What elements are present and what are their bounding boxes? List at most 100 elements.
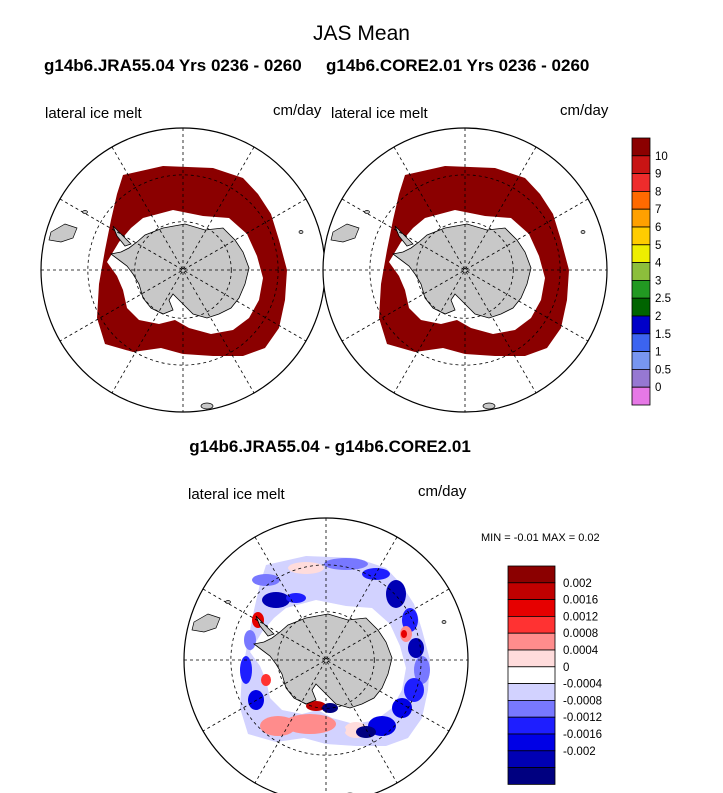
meridian-line xyxy=(111,146,255,394)
diff-patch xyxy=(244,630,256,650)
diff-patch xyxy=(286,593,306,603)
colorbar-label: -0.0012 xyxy=(563,712,602,724)
meridian-line xyxy=(393,146,537,394)
colorbar-label: 5 xyxy=(655,240,661,252)
colorbar-swatch xyxy=(631,208,651,228)
colorbar-swatch xyxy=(507,599,556,617)
island xyxy=(298,230,304,234)
diff-patch xyxy=(240,656,252,684)
latitude-circle xyxy=(230,564,422,756)
latitude-circle xyxy=(416,221,514,319)
diff-patch xyxy=(408,638,424,658)
difference-map-border xyxy=(183,517,469,793)
colorbar-swatch xyxy=(631,368,651,388)
colorbar-label: 10 xyxy=(655,151,668,163)
diff-patch xyxy=(322,703,338,713)
colorbar-label: 8 xyxy=(655,186,661,198)
diff-patch xyxy=(401,630,407,638)
colorbar-label: 0 xyxy=(655,382,661,394)
colorbar-swatch xyxy=(507,750,556,768)
island xyxy=(482,402,496,410)
difference-title: g14b6.JRA55.04 - g14b6.CORE2.01 xyxy=(189,437,471,456)
colorbar-swatch xyxy=(507,616,556,634)
diff-patch xyxy=(414,656,430,684)
colorbar-label: 0.5 xyxy=(655,364,671,376)
colorbar-label: 4 xyxy=(655,258,662,270)
island xyxy=(580,230,586,234)
south-america-tip xyxy=(48,223,78,243)
colorbar-swatch xyxy=(507,582,556,600)
colorbar-label: 1.5 xyxy=(655,329,671,341)
colorbar-label: 7 xyxy=(655,204,661,216)
sea-ice-melt-field xyxy=(379,166,569,356)
meridian-line xyxy=(254,536,398,784)
diff-patch xyxy=(324,558,368,570)
latitude-circle xyxy=(277,611,375,709)
island xyxy=(200,402,214,410)
colorbar-label: 1 xyxy=(655,347,661,359)
colorbar-swatch xyxy=(631,333,651,352)
meridian-line xyxy=(393,146,537,394)
colorbar-swatch xyxy=(631,386,651,406)
colorbar-swatch xyxy=(631,262,651,281)
colorbar-label: 3 xyxy=(655,275,661,287)
antarctica xyxy=(253,613,393,709)
difference-colorbar: 0.002 0.0016 0.0012 0.0008 0.0004 0 -0.0004 -0.… xyxy=(507,565,603,785)
diff-patch xyxy=(386,580,406,608)
difference-map xyxy=(184,518,468,793)
antarctica xyxy=(392,223,532,319)
antarctic-peninsula xyxy=(112,225,132,247)
min-max-label: MIN = -0.01 MAX = 0.02 xyxy=(481,532,600,544)
colorbar-swatch xyxy=(631,244,651,264)
diff-patch xyxy=(288,562,324,574)
latitude-circle xyxy=(369,174,561,366)
right-variable-label: lateral ice melt xyxy=(331,105,428,122)
right-map xyxy=(323,128,607,412)
left-units-label: cm/day xyxy=(273,102,322,119)
colorbar-swatch xyxy=(507,565,556,584)
diff-patch xyxy=(356,726,376,738)
meridian-line xyxy=(341,198,589,342)
meridian-line xyxy=(254,536,398,784)
colorbar-label: 0.0008 xyxy=(563,628,598,640)
meridian-line xyxy=(111,146,255,394)
meridian-line xyxy=(59,198,307,342)
colorbar-label: 0.0004 xyxy=(563,645,599,657)
antarctica xyxy=(110,223,250,319)
colorbar-label: -0.0008 xyxy=(563,695,602,707)
colorbar-swatch xyxy=(507,683,556,701)
colorbar-label: 0.0016 xyxy=(563,595,598,607)
colorbar-swatch xyxy=(507,700,556,718)
diff-patch xyxy=(306,701,326,711)
colorbar-swatch xyxy=(631,279,651,299)
colorbar-swatch xyxy=(507,767,556,785)
diff-patch xyxy=(284,714,336,734)
sea-ice-melt-field xyxy=(97,166,287,356)
colorbar-swatch xyxy=(507,716,556,735)
colorbar-swatch xyxy=(631,226,651,246)
colorbar-label: 2 xyxy=(655,311,661,323)
colorbar-swatch xyxy=(631,297,651,317)
colorbar-swatch xyxy=(631,315,651,335)
meridian-line xyxy=(202,588,450,732)
colorbar-label: 0.0012 xyxy=(563,611,598,623)
colorbar-label: 0 xyxy=(563,662,569,674)
colorbar-swatch xyxy=(507,649,556,668)
diff-patch xyxy=(392,698,412,718)
colorbar-label: 0.002 xyxy=(563,578,592,590)
top-colorbar: 10 9 8 7 6 5 4 3 2.5 2 1.5 1 0.5 0 xyxy=(631,137,671,406)
antarctic-peninsula xyxy=(394,225,414,247)
meridian-line xyxy=(59,198,307,342)
left-map xyxy=(41,128,325,412)
meridian-line xyxy=(341,198,589,342)
colorbar-label: 2.5 xyxy=(655,293,671,305)
colorbar-swatch xyxy=(507,666,556,684)
diff-patch xyxy=(252,574,280,586)
right-units-label: cm/day xyxy=(560,102,609,119)
diff-patch xyxy=(404,678,424,702)
diff-patch xyxy=(260,716,296,736)
colorbar-swatch xyxy=(631,351,651,370)
left-case-title: g14b6.JRA55.04 Yrs 0236 - 0260 xyxy=(44,56,302,75)
diff-patch xyxy=(262,592,290,608)
